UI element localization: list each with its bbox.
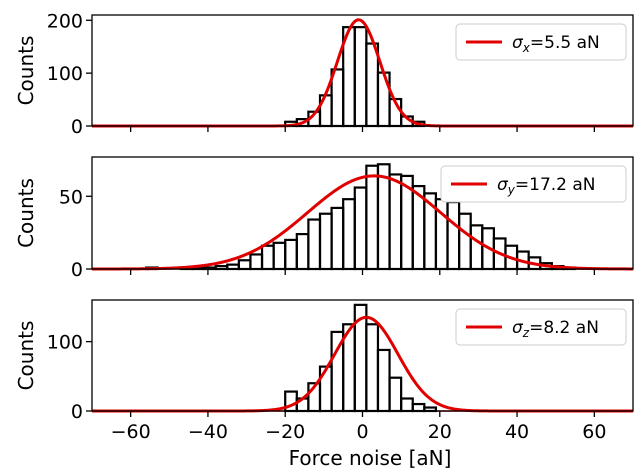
y-tick-label: 200 [47, 10, 83, 32]
histogram-bar [295, 232, 310, 271]
legend: σy=17.2 aN [440, 165, 627, 203]
y-tick-label: 0 [71, 116, 83, 138]
histogram-bar [376, 163, 391, 271]
y-axis-label: Counts [14, 178, 38, 248]
histogram-bar [307, 218, 322, 271]
histogram-bar [411, 402, 426, 413]
histogram-bar [249, 253, 264, 271]
histogram-bar [272, 241, 287, 271]
x-tick-label: −20 [265, 421, 305, 443]
legend: σx=5.5 aN [455, 23, 627, 61]
legend-entry: σx=5.5 aN [512, 33, 600, 55]
y-tick-label: 100 [47, 332, 83, 354]
histogram-bar [365, 164, 380, 271]
gaussian-fit-curve [92, 174, 633, 271]
histogram-bar [388, 376, 403, 413]
histogram-bar [318, 365, 333, 413]
histogram-bar [446, 200, 461, 271]
y-axis-label: Counts [14, 36, 38, 106]
panel-y: 0 50 Counts σy=17.2 aN [14, 156, 634, 281]
histogram-bar [260, 244, 275, 271]
histogram-bar [400, 397, 414, 413]
x-tick-label: 20 [428, 421, 452, 443]
histogram-bar [376, 348, 391, 413]
histogram-bar [237, 259, 252, 271]
legend-box [455, 308, 627, 346]
histogram-bar [365, 323, 380, 413]
legend-box [440, 165, 627, 203]
x-tick-label: 60 [582, 421, 606, 443]
histogram-bar [469, 224, 484, 271]
legend-box [455, 23, 627, 61]
x-tick-label: 0 [356, 421, 368, 443]
y-tick-label: 50 [59, 186, 83, 208]
x-tick-label: 40 [505, 421, 529, 443]
legend: σz=8.2 aN [455, 308, 627, 346]
x-tick-label: −40 [188, 421, 228, 443]
histogram-bar [284, 238, 298, 271]
x-axis-label: Force noise [aN] [289, 446, 452, 470]
histogram-bar [458, 212, 472, 271]
histogram-bar [226, 263, 240, 271]
y-tick-label: 0 [71, 401, 83, 423]
y-tick-label: 0 [71, 259, 83, 281]
legend-entry: σy=17.2 aN [497, 175, 596, 197]
histogram-bar [342, 198, 356, 271]
histogram-bar [365, 42, 380, 128]
histogram-bar [318, 212, 333, 271]
y-axis-label: Counts [14, 321, 38, 391]
histogram-bar [388, 173, 403, 271]
x-tick-label: −60 [111, 421, 151, 443]
panel-x: 0 100 200 Counts σx=5.5 aN [14, 10, 634, 138]
histogram-bar [353, 26, 368, 128]
y-tick-label: 100 [47, 63, 83, 85]
panel-z: 0 100 Counts σz=8.2 aN [14, 299, 634, 423]
legend-entry: σz=8.2 aN [512, 318, 599, 340]
histogram-bar [330, 206, 345, 271]
histogram-bar [353, 186, 368, 271]
